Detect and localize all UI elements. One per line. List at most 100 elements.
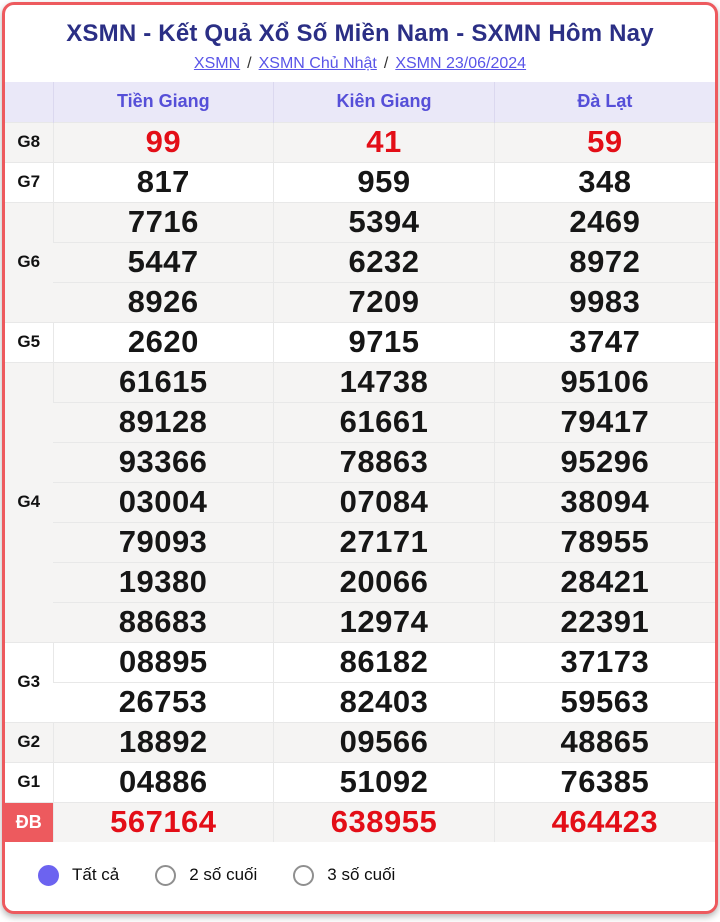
filter-option[interactable]: Tất cả [38,864,120,886]
breadcrumb-separator: / [247,55,252,72]
result-number: 76385 [493,761,715,802]
result-row: G1 04886 51092 76385 [5,761,715,802]
result-number: 48865 [493,721,715,762]
radio-unselected-icon[interactable] [293,864,315,886]
prize-label-G4: G4 [5,361,53,642]
result-number: 9983 [493,281,715,322]
result-number: 27171 [273,521,495,562]
result-number: 20066 [273,561,495,602]
result-row: 19380 20066 28421 [5,561,715,602]
result-number: 8972 [493,241,715,282]
filter-option[interactable]: 2 số cuối [155,864,258,886]
corner-cell [5,82,53,122]
result-number: 82403 [273,681,495,722]
result-number: 37173 [493,641,715,682]
result-number: 86182 [273,641,495,682]
filter-label: 2 số cuối [189,865,258,884]
result-number: 5394 [273,201,495,242]
result-number: 59563 [493,681,715,722]
result-number: 6232 [273,241,495,282]
prize-label-G6: G6 [5,201,53,322]
prize-label-G7: G7 [5,161,53,202]
filter-option[interactable]: 3 số cuối [293,864,395,886]
filter-bar: Tất cả 2 số cuối 3 số cuối [5,842,715,908]
result-row: G4 61615 14738 95106 [5,361,715,642]
result-number: 2469 [493,201,715,242]
result-number: 817 [52,161,274,202]
results-table: Tiền Giang Kiên Giang Đà Lạt G8 99 41 59 G7 8… [5,82,715,842]
result-number: 41 [273,121,495,162]
result-row: G7 817 959 348 [5,161,715,202]
result-number: 18892 [52,721,274,762]
prize-label-G5: G5 [5,321,53,362]
result-number: 04886 [52,761,274,802]
result-number: 88683 [53,601,274,642]
result-number: 9715 [273,321,495,362]
result-row: 5447 6232 8972 [5,241,715,282]
result-number: 38094 [493,481,715,522]
page-title: XSMN - Kết Quả Xổ Số Miền Nam - SXMN Hôm… [66,20,654,47]
breadcrumb-link[interactable]: XSMN 23/06/2024 [395,55,527,72]
breadcrumb-separator: / [383,55,389,72]
result-number: 567164 [52,801,274,842]
result-number: 61661 [273,401,495,442]
result-number: 19380 [53,561,274,602]
breadcrumb-link[interactable]: XSMN [193,55,241,72]
result-number: 959 [273,161,495,202]
result-number: 95106 [493,361,715,402]
result-row: 03004 07084 38094 [5,481,715,522]
result-number: 03004 [53,481,274,522]
prize-label-G8: G8 [5,121,53,162]
result-number: 22391 [493,601,715,642]
result-row: 89128 61661 79417 [5,401,715,442]
prize-label-ĐB: ĐB [5,801,53,842]
result-number: 79417 [493,401,715,442]
result-number: 08895 [52,641,274,682]
result-number: 638955 [273,801,495,842]
radio-selected-icon[interactable] [38,864,59,886]
column-header-kien-giang: Kiên Giang [273,82,495,122]
filter-label: Tất cả [72,865,120,884]
result-row: 88683 12974 22391 [5,601,715,642]
prize-label-G3: G3 [5,641,53,722]
result-number: 3747 [493,321,715,362]
column-header-tien-giang: Tiền Giang [52,82,274,122]
result-number: 14738 [273,361,495,402]
result-number: 79093 [53,521,274,562]
result-row: G3 08895 86182 37173 [5,641,715,722]
result-number: 28421 [493,561,715,602]
result-number: 61615 [52,361,274,402]
result-number: 99 [52,121,274,162]
result-row: ĐB 567164 638955 464423 [5,801,715,842]
result-number: 59 [493,121,715,162]
result-number: 07084 [273,481,495,522]
result-number: 348 [493,161,715,202]
result-number: 51092 [273,761,495,802]
result-row: 26753 82403 59563 [5,681,715,722]
radio-unselected-icon[interactable] [155,864,177,886]
result-number: 8926 [53,281,274,322]
result-row: 93366 78863 95296 [5,441,715,482]
breadcrumb: XSMN / XSMN Chủ Nhật / XSMN 23/06/2024 [5,55,715,73]
result-row: G5 2620 9715 3747 [5,321,715,362]
result-number: 95296 [493,441,715,482]
result-number: 12974 [273,601,495,642]
result-number: 7209 [273,281,495,322]
result-number: 78863 [273,441,495,482]
result-number: 09566 [273,721,495,762]
result-row: G6 7716 5394 2469 [5,201,715,322]
result-number: 5447 [53,241,274,282]
result-number: 78955 [493,521,715,562]
result-row: G8 99 41 59 [5,121,715,162]
result-number: 2620 [52,321,274,362]
prize-label-G1: G1 [5,761,53,802]
column-header-da-lat: Đà Lạt [493,82,715,122]
result-number: 7716 [52,201,274,242]
breadcrumb-link[interactable]: XSMN Chủ Nhật [258,55,377,72]
prize-label-G2: G2 [5,721,53,762]
result-number: 26753 [53,681,274,722]
result-row: G2 18892 09566 48865 [5,721,715,762]
table-header-row: Tiền Giang Kiên Giang Đà Lạt [5,82,715,122]
result-number: 464423 [493,801,715,842]
